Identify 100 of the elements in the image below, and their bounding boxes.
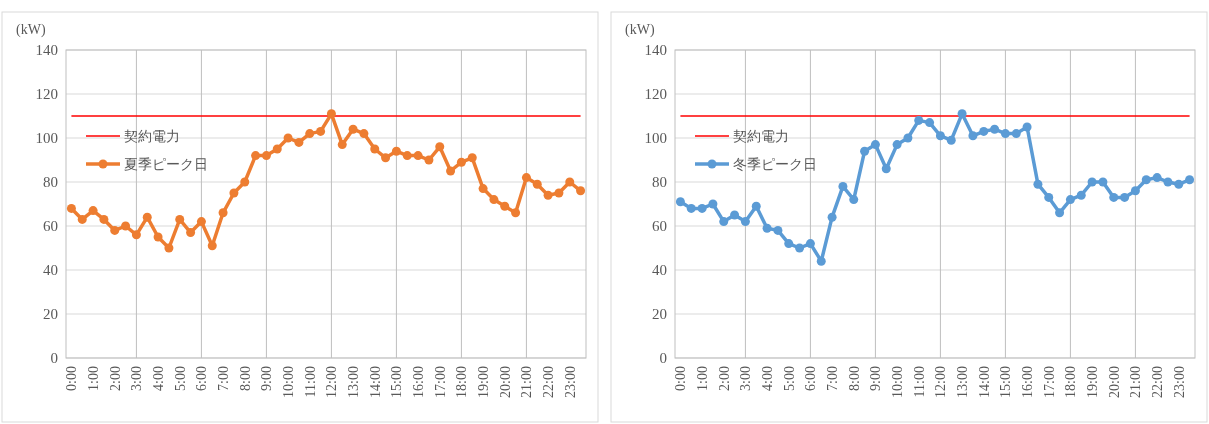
point [467,153,477,163]
x-tick-label: 20:00 [497,366,513,398]
x-tick-label: 21:00 [519,366,535,398]
x-tick-label: 15:00 [998,366,1014,398]
y-axis-title: (kW) [625,22,655,38]
y-tick-label: 60 [43,218,58,234]
legend-label: 契約電力 [124,128,180,144]
point [838,181,848,191]
x-tick-label: 19:00 [476,366,492,398]
point [751,201,761,211]
point [500,201,510,211]
point [1000,129,1010,139]
point [1152,173,1162,183]
point [1120,192,1130,202]
point [164,243,174,253]
x-tick-label: 4:00 [151,366,167,391]
x-tick-label: 6:00 [194,366,210,391]
x-tick-label: 10:00 [890,366,906,398]
x-tick-label: 7:00 [216,366,232,391]
point [554,188,564,198]
x-tick-label: 15:00 [389,366,405,398]
x-tick-label: 12:00 [324,366,340,398]
point [675,197,685,207]
point [186,228,196,238]
x-tick-label: 3:00 [738,366,754,391]
point [1055,208,1065,218]
point [719,217,729,227]
x-tick-label: 1:00 [86,366,102,391]
y-tick-label: 0 [659,350,667,366]
point [66,203,76,213]
point [88,206,98,216]
x-tick-label: 8:00 [846,366,862,391]
x-tick-label: 13:00 [955,366,971,398]
x-tick-label: 23:00 [562,366,578,398]
point [77,214,87,224]
y-tick-label: 140 [644,42,667,58]
point [914,115,924,125]
point [957,109,967,119]
point [881,164,891,174]
y-tick-label: 100 [35,130,58,146]
x-tick-label: 22:00 [1150,366,1166,398]
x-tick-label: 21:00 [1128,366,1144,398]
x-tick-label: 3:00 [129,366,145,391]
x-tick-label: 6:00 [803,366,819,391]
point [110,225,120,235]
point [424,155,434,165]
point [946,135,956,145]
point [730,210,740,220]
point [1022,122,1032,132]
point [402,151,412,161]
point [805,239,815,249]
x-tick-label: 2:00 [107,366,123,391]
point [207,241,217,251]
point [521,173,531,183]
x-tick-label: 14:00 [367,366,383,398]
y-tick-label: 80 [43,174,58,190]
point [892,140,902,150]
x-tick-label: 13:00 [346,366,362,398]
point [240,177,250,187]
point [576,186,586,196]
point [1141,175,1151,185]
point [1076,190,1086,200]
point [816,256,826,266]
point [1163,177,1173,187]
y-tick-label: 60 [652,218,667,234]
x-tick-label: 9:00 [259,366,275,391]
point [1087,177,1097,187]
point [435,142,445,152]
point [305,129,315,139]
point [708,199,718,209]
point [784,239,794,249]
x-tick-label: 17:00 [1041,366,1057,398]
x-tick-label: 5:00 [172,366,188,391]
point [1044,192,1054,202]
point [1011,129,1021,139]
point [870,140,880,150]
point [131,230,141,240]
point [99,214,109,224]
point [903,133,913,143]
legend-label: 夏季ピーク日 [124,156,208,172]
point [175,214,185,224]
point [1033,179,1043,189]
point [1065,195,1075,205]
legend-label: 冬季ピーク日 [733,156,817,172]
x-tick-label: 9:00 [868,366,884,391]
y-tick-label: 120 [644,86,667,102]
y-tick-label: 40 [652,262,667,278]
legend-label: 契約電力 [733,128,789,144]
point [413,151,423,161]
x-tick-label: 20:00 [1106,366,1122,398]
point [478,184,488,194]
x-tick-label: 2:00 [716,366,732,391]
x-tick-label: 22:00 [541,366,557,398]
point [968,131,978,141]
point [565,177,575,187]
point [294,137,304,147]
point [359,129,369,139]
x-tick-label: 18:00 [1063,366,1079,398]
point [121,221,131,231]
point [795,243,805,253]
